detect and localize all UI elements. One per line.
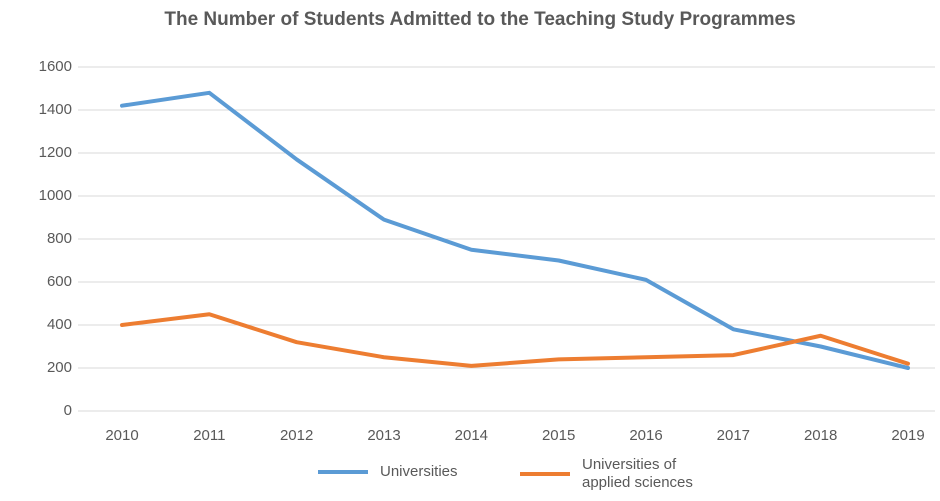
y-tick-label: 600 xyxy=(47,273,72,290)
series-line xyxy=(120,90,910,370)
x-tick-label: 2018 xyxy=(804,427,837,444)
legend-swatch xyxy=(318,470,368,474)
y-tick-label: 1200 xyxy=(39,144,72,161)
legend-item: Universities xyxy=(318,463,520,481)
y-tick-label: 1400 xyxy=(39,101,72,118)
x-tick-label: 2010 xyxy=(105,427,138,444)
legend-item: Universities of applied sciences xyxy=(520,456,722,492)
series-line xyxy=(120,312,910,368)
y-tick-label: 1000 xyxy=(39,187,72,204)
x-tick-label: 2015 xyxy=(542,427,575,444)
x-tick-label: 2014 xyxy=(455,427,488,444)
y-tick-label: 0 xyxy=(64,402,72,419)
legend-label: Universities of applied sciences xyxy=(582,456,693,491)
y-tick-label: 800 xyxy=(47,230,72,247)
chart-title: The Number of Students Admitted to the T… xyxy=(164,9,795,30)
y-tick-label: 400 xyxy=(47,316,72,333)
x-tick-label: 2011 xyxy=(193,427,225,444)
x-tick-label: 2013 xyxy=(367,427,400,444)
x-tick-label: 2017 xyxy=(717,427,750,444)
x-tick-label: 2019 xyxy=(891,427,924,444)
x-tick-label: 2012 xyxy=(280,427,313,444)
legend-label: Universities xyxy=(380,463,458,480)
y-tick-label: 200 xyxy=(47,359,72,376)
y-tick-label: 1600 xyxy=(39,58,72,75)
legend-swatch xyxy=(520,472,570,476)
x-tick-label: 2016 xyxy=(629,427,662,444)
